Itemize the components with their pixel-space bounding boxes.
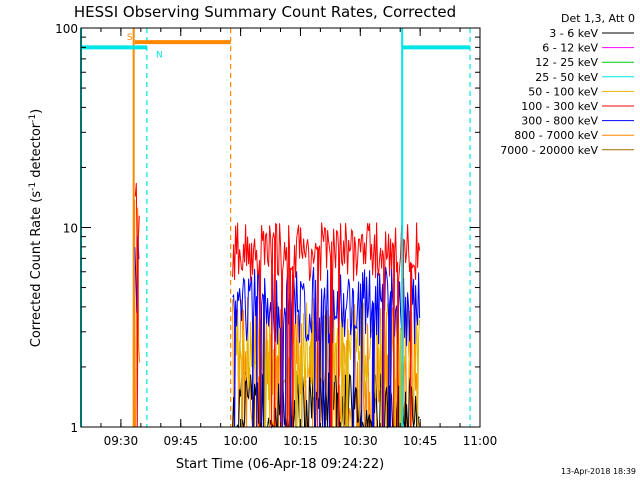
- legend-label-1: 6 - 12 keV: [542, 42, 598, 55]
- legend-label-4: 50 - 100 keV: [528, 85, 598, 98]
- flag-label-1: N: [156, 50, 163, 60]
- x-axis-label: Start Time (06-Apr-18 09:24:22): [176, 457, 384, 472]
- legend-header: Det 1,3, Att 0: [561, 12, 635, 25]
- legend-label-5: 100 - 300 keV: [521, 100, 598, 113]
- y-tick-label-0: 100: [55, 22, 78, 36]
- axes-layer: 09:30 09:45 10:00 10:15 10:30 10:45 11:00 100 10…: [55, 22, 497, 448]
- x-tick-label-0: 09:30: [104, 434, 139, 448]
- series-trace-2-0: [234, 302, 421, 428]
- y-tick-label-1: 10: [63, 222, 78, 236]
- legend-label-2: 12 - 25 keV: [535, 56, 598, 69]
- legend-label-7: 800 - 7000 keV: [514, 129, 598, 142]
- y-tick-label-2: 1: [70, 421, 78, 435]
- x-tick-label-5: 10:45: [403, 434, 438, 448]
- series-trace-3-1: [232, 266, 421, 428]
- x-tick-label-3: 10:15: [283, 434, 318, 448]
- x-tick-label-2: 10:00: [223, 434, 258, 448]
- legend-label-3: 25 - 50 keV: [535, 71, 598, 84]
- x-tick-label-6: 11:00: [463, 434, 498, 448]
- series-trace-4-0: [134, 182, 140, 428]
- x-tick-label-1: 09:45: [163, 434, 198, 448]
- legend-label-0: 3 - 6 keV: [549, 27, 598, 40]
- series-trace-4-1: [232, 222, 421, 428]
- legend-label-8: 7000 - 20000 keV: [500, 144, 598, 157]
- x-tick-label-4: 10:30: [343, 434, 378, 448]
- plot-data-layer: SN: [80, 28, 471, 429]
- chart-title: HESSI Observing Summary Count Rates, Cor…: [74, 3, 456, 21]
- footer-timestamp: 13-Apr-2018 18:39: [561, 467, 636, 476]
- flag-label-0: S: [127, 33, 133, 43]
- legend-label-6: 300 - 800 keV: [521, 115, 598, 128]
- y-axis-label: Corrected Count Rate (s-1 detector-1): [28, 109, 44, 347]
